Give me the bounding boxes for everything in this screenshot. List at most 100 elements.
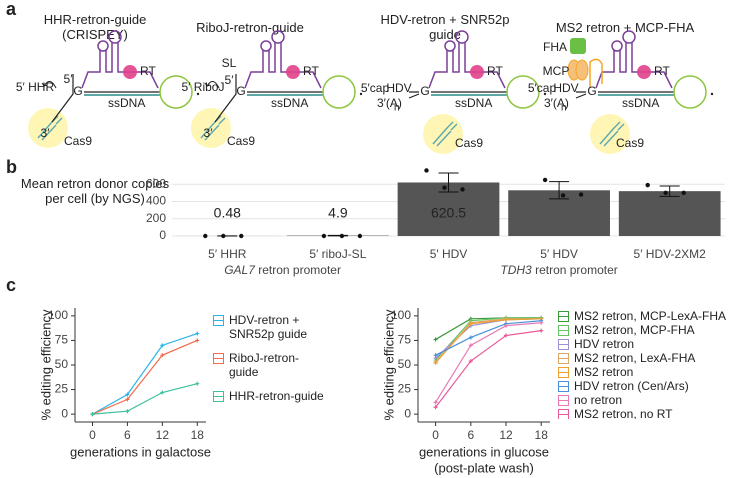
line <box>92 383 198 415</box>
diagram-title-text: HHR-retron-guide (CRISPEY) <box>43 12 147 42</box>
diagram-label: 3′ <box>204 126 214 140</box>
point-marker <box>433 337 438 342</box>
data-point <box>663 190 668 196</box>
panel-label: b <box>6 157 17 177</box>
diagram-label: 3′ <box>41 126 51 140</box>
y-tick-label: 400 <box>146 194 166 208</box>
y-tick-label: 75 <box>398 333 412 347</box>
data-point <box>424 168 429 173</box>
x-tick-label: 5′ HHR <box>208 247 247 261</box>
x-tick-label: 5′ riboJ-SL <box>309 247 366 261</box>
line <box>435 330 542 408</box>
bar <box>618 191 721 236</box>
line <box>435 318 542 364</box>
y-axis-label: Mean retron donor copies per cell (by NG… <box>20 176 170 206</box>
stem <box>51 74 74 123</box>
y-tick-label: 50 <box>398 357 412 371</box>
diagram-title-text: MS2 retron + MCP-FHA <box>555 20 695 35</box>
y-axis-label-text: Mean retron donor copies per cell (by NG… <box>20 176 170 206</box>
line <box>435 318 542 359</box>
x-tick-label: 18 <box>535 428 549 442</box>
diagram-label: n <box>394 103 400 114</box>
diagram-label: RT <box>303 64 319 78</box>
point-marker <box>160 343 165 348</box>
hairpin-loop <box>455 30 469 44</box>
rt-shape <box>637 65 651 79</box>
data-point <box>460 187 465 192</box>
point-marker <box>468 321 473 326</box>
diagram-label: 3′(A) <box>544 96 569 110</box>
legend-entry: MS2 retron <box>558 365 733 379</box>
line <box>435 320 542 356</box>
diagram-label: 3′(A) <box>377 96 402 110</box>
legend-entry: HDV retron <box>558 337 733 351</box>
diagram-title: HDV-retron + SNR52p guide <box>381 12 510 42</box>
legend-label: RiboJ-retron-guide <box>229 351 300 379</box>
y-tick-label: 0 <box>159 228 166 242</box>
end-dot <box>543 92 547 96</box>
point-marker <box>433 360 438 365</box>
hairpin-loop <box>260 40 272 52</box>
diagram-label: ssDNA <box>455 96 492 110</box>
stem <box>575 91 587 99</box>
data-point <box>203 233 208 239</box>
group-gene: TDH3 <box>500 263 532 277</box>
group-label: TDH3 retron promoter <box>500 263 617 277</box>
diagram-label: SL <box>222 56 237 70</box>
diagram-label: G <box>236 84 245 98</box>
x-tick-label: 12 <box>156 428 170 442</box>
legend-entry: MS2 retron, no RT <box>558 407 733 419</box>
point-marker <box>504 317 508 322</box>
group-gene: GAL7 <box>224 263 256 277</box>
line <box>92 339 198 415</box>
legend-swatch <box>558 325 569 336</box>
legend-entry: MS2 retron, LexA-FHA <box>558 351 733 365</box>
data-point <box>239 233 244 239</box>
diagram-label: G <box>587 84 596 98</box>
panel-label: a <box>6 0 17 19</box>
legend-label: MS2 retron, no RT <box>574 407 673 419</box>
diagram-label: ssDNA <box>108 96 145 110</box>
value-label: 620.5 <box>431 205 466 221</box>
data-point <box>578 192 584 197</box>
error-bar <box>549 181 570 200</box>
legend-swatch <box>558 339 569 350</box>
diagram-label: FHA <box>543 40 567 54</box>
y-tick-label: 25 <box>398 382 412 396</box>
error-bar <box>659 185 680 197</box>
legend-swatch <box>558 311 569 322</box>
point-marker <box>195 331 200 336</box>
point-marker <box>125 409 130 414</box>
msd-loop <box>159 75 193 109</box>
panel-label: c <box>6 275 16 295</box>
y-tick-label: 0 <box>404 406 411 420</box>
data-point <box>221 233 226 239</box>
end-dot <box>710 92 714 96</box>
legend-box: HDV-retron + SNR52p guide RiboJ-retron-gu… <box>213 313 325 403</box>
x-axis-note: (post-plate wash) <box>434 460 534 475</box>
y-tick-label: 25 <box>55 382 69 396</box>
hairpin-loop <box>611 40 623 52</box>
stem <box>408 91 420 99</box>
diagram-label: G <box>420 84 429 98</box>
x-tick-label: 0 <box>432 428 439 442</box>
group-label: GAL7 retron promoter <box>224 263 341 277</box>
point-marker <box>160 390 165 395</box>
legend-swatch <box>213 353 224 364</box>
msd-loop <box>673 75 707 109</box>
diagram-label: n <box>561 103 567 114</box>
diagram-label: 5′cap <box>528 81 557 95</box>
legend-label: MS2 retron <box>574 365 634 379</box>
x-axis-label: generations in glucose <box>419 444 549 459</box>
y-tick-label: 0 <box>61 406 68 420</box>
diagram-label: 5′ HHR <box>16 80 55 94</box>
end-dot <box>196 92 200 96</box>
msd-loop <box>506 75 540 109</box>
fha-shape <box>570 38 586 54</box>
line <box>435 318 542 363</box>
point-marker <box>539 320 544 325</box>
group-text: retron promoter <box>258 263 341 277</box>
legend-entry: no retron <box>558 393 733 407</box>
